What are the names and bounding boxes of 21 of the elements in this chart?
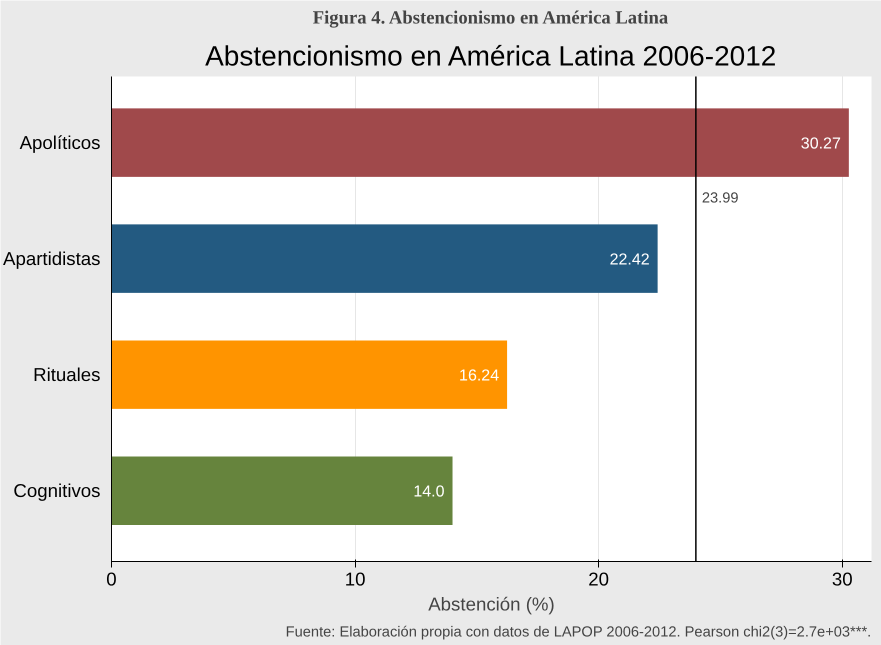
data-label: 22.42 — [610, 252, 650, 269]
x-tick-label: 30 — [832, 568, 853, 590]
x-tick-label: 10 — [344, 568, 366, 590]
chart-title: Abstencionismo en América Latina 2006-2012 — [205, 40, 776, 72]
y-tick-label: Cognitivos — [13, 480, 101, 502]
x-tick-label: 0 — [106, 568, 117, 590]
bar — [112, 224, 658, 293]
bar — [112, 340, 508, 409]
data-label: 16.24 — [459, 368, 500, 385]
data-label: 14.0 — [413, 484, 445, 501]
source-note: Fuente: Elaboración propia con datos de LAPOP 2006-2012. Pearson chi2(3)=2.7e+03***. — [286, 624, 872, 640]
y-tick-label: Rituales — [33, 364, 101, 386]
data-label: 30.27 — [800, 136, 841, 153]
ref-line-label: 23.99 — [702, 190, 739, 207]
y-tick-label: Apolíticos — [20, 132, 101, 154]
text: Figura 4. Abstencionismo en América Latina — [312, 8, 669, 28]
x-axis-title: Abstención (%) — [428, 594, 555, 614]
bar — [112, 456, 453, 525]
x-tick-label: 20 — [588, 568, 610, 590]
y-tick-label: Apartidistas — [3, 248, 101, 270]
bar — [112, 108, 849, 177]
